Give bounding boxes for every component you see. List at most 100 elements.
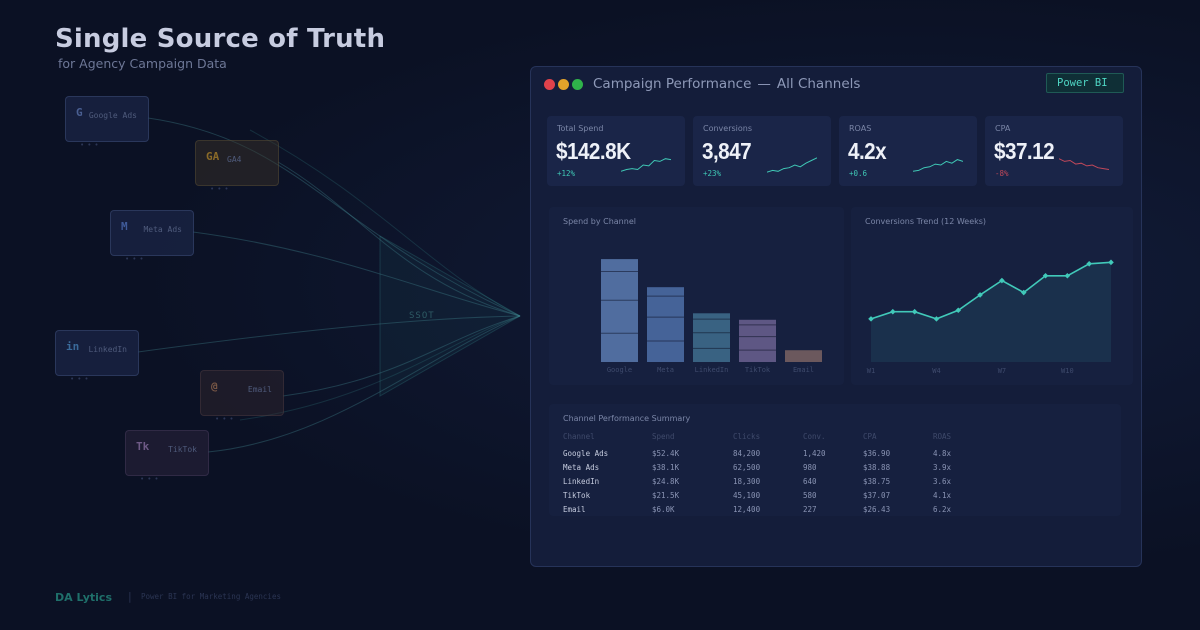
table-cell: $36.90 — [863, 449, 891, 458]
data-point[interactable] — [933, 316, 940, 322]
kpi-label: CPA — [995, 124, 1011, 133]
source-card-google-ads: G Google Ads ••• — [65, 96, 149, 149]
window-titlebar: Campaign Performance — All Channels Power … — [531, 67, 1141, 101]
flow-line-extra-1 — [249, 129, 521, 317]
table-row[interactable]: TikTok $21.5K 45,100 580 $37.07 4.1x — [563, 491, 1003, 503]
table-row[interactable]: Email $6.0K 12,400 227 $26.43 6.2x — [563, 505, 1003, 517]
table-cell: 84,200 — [733, 449, 761, 458]
data-point[interactable] — [955, 307, 962, 314]
bar-linkedin[interactable] — [693, 313, 730, 362]
meta-icon: M — [121, 220, 128, 233]
source-dots-decoration: ••• — [80, 141, 102, 149]
sparkline-path — [767, 157, 817, 173]
bar-category-label: TikTok — [745, 366, 771, 374]
hero-title: Single Source of Truth — [55, 24, 386, 54]
column-header[interactable]: ROAS — [933, 432, 952, 441]
minimize-window-icon[interactable] — [558, 79, 569, 90]
table-cell: 6.2x — [933, 505, 952, 514]
source-dots-decoration: ••• — [210, 185, 232, 193]
column-header[interactable]: Conv. — [803, 432, 826, 441]
source-card-ga4: GA GA4 ••• — [195, 140, 279, 193]
linkedin-icon: in — [66, 340, 80, 353]
table-cell: 980 — [803, 463, 817, 472]
flow-line-email — [282, 315, 521, 397]
flow-line-linkedin — [137, 315, 521, 353]
table-cell: $21.5K — [652, 491, 680, 500]
conversions-series-line — [870, 261, 1112, 320]
data-point[interactable] — [1108, 259, 1114, 266]
kpi-card-roas[interactable]: ROAS 4.2x +0.6 — [839, 116, 977, 186]
conversions-trend-card: Conversions Trend (12 Weeks) W1 W4 W7 W10 — [851, 207, 1133, 385]
window-title-separator: — — [757, 76, 771, 92]
bar-google[interactable] — [601, 259, 638, 362]
brand-logo[interactable]: DA Lytics — [55, 591, 113, 604]
table-cell: 640 — [803, 477, 817, 486]
kpi-sparkline — [767, 157, 817, 173]
window-title-scope: All Channels — [776, 76, 861, 92]
bar-email[interactable] — [785, 350, 822, 362]
data-point[interactable] — [1020, 289, 1027, 296]
kpi-card-cpa[interactable]: CPA $37.12 -8% — [985, 116, 1123, 186]
flow-line-tiktok — [207, 315, 521, 453]
window-title-main: Campaign Performance — [593, 76, 752, 92]
kpi-value: $142.8K — [556, 138, 631, 164]
table-cell: TikTok — [563, 491, 591, 500]
close-window-icon[interactable] — [544, 79, 555, 90]
bar-category-label: Email — [793, 366, 814, 374]
kpi-card-conversions[interactable]: Conversions 3,847 +23% — [693, 116, 831, 186]
kpi-label: Total Spend — [557, 124, 604, 133]
conversions-line-chart: W1 W4 W7 W10 — [867, 259, 1114, 375]
source-card-linkedin: in LinkedIn ••• — [55, 330, 139, 383]
source-label: Google Ads — [88, 111, 137, 120]
column-header[interactable]: Clicks — [733, 432, 761, 441]
kpi-delta: +12% — [557, 169, 576, 178]
source-label: GA4 — [227, 155, 242, 164]
column-header[interactable]: CPA — [863, 432, 877, 441]
column-header[interactable]: Channel — [563, 432, 595, 441]
bar-meta[interactable] — [647, 287, 684, 362]
kpi-sparkline — [1059, 158, 1109, 170]
source-dots-decoration: ••• — [140, 475, 162, 483]
kpi-card-total-spend[interactable]: Total Spend $142.8K +12% — [547, 116, 685, 186]
bar-category-label: Google — [607, 366, 632, 374]
table-cell: 3.9x — [933, 463, 952, 472]
data-point[interactable] — [890, 308, 896, 315]
kpi-sparkline — [913, 159, 963, 172]
table-row[interactable]: Meta Ads $38.1K 62,500 980 $38.88 3.9x — [563, 463, 1003, 475]
table-title: Channel Performance Summary — [563, 414, 691, 423]
source-dots-decoration: ••• — [70, 375, 92, 383]
flow-line-meta-ads — [192, 231, 521, 317]
source-card-tiktok: Tk TikTok ••• — [125, 430, 209, 483]
area-fill — [871, 262, 1111, 362]
column-header[interactable]: Spend — [652, 432, 675, 441]
data-point[interactable] — [1064, 272, 1071, 279]
channel-summary-table: Channel Performance Summary Channel Spen… — [549, 404, 1121, 516]
kpi-value: $37.12 — [994, 138, 1055, 164]
x-tick-label: W1 — [867, 367, 875, 375]
table-cell: $37.07 — [863, 491, 891, 500]
flow-line-ga4 — [277, 161, 521, 317]
maximize-window-icon[interactable] — [572, 79, 583, 90]
source-dots-decoration: ••• — [125, 255, 147, 263]
flow-line-extra-2 — [239, 315, 521, 421]
table-cell: $24.8K — [652, 477, 680, 486]
table-cell: Meta Ads — [563, 463, 600, 472]
table-row[interactable]: LinkedIn $24.8K 18,300 640 $38.75 3.6x — [563, 477, 1003, 489]
power-bi-badge[interactable]: Power BI — [1046, 73, 1124, 93]
window-title: Campaign Performance — All Channels — [593, 76, 860, 92]
data-point[interactable] — [999, 277, 1005, 284]
data-point[interactable] — [1042, 272, 1049, 279]
data-point[interactable] — [977, 292, 983, 298]
table-cell: $26.43 — [863, 505, 891, 514]
bar-category-label: Meta — [657, 366, 674, 374]
ssot-label: SSOT — [409, 311, 435, 321]
sparkline-path — [913, 159, 963, 172]
spend-by-channel-card: Spend by Channel Google Meta LinkedIn TikTo… — [549, 207, 844, 385]
table-cell: 3.6x — [933, 477, 952, 486]
bar-tiktok[interactable] — [739, 319, 776, 362]
kpi-delta: +0.6 — [849, 169, 868, 178]
table-cell: LinkedIn — [563, 477, 600, 486]
data-point[interactable] — [1086, 260, 1092, 267]
table-row[interactable]: Google Ads $52.4K 84,200 1,420 $36.90 4.… — [563, 449, 1003, 461]
